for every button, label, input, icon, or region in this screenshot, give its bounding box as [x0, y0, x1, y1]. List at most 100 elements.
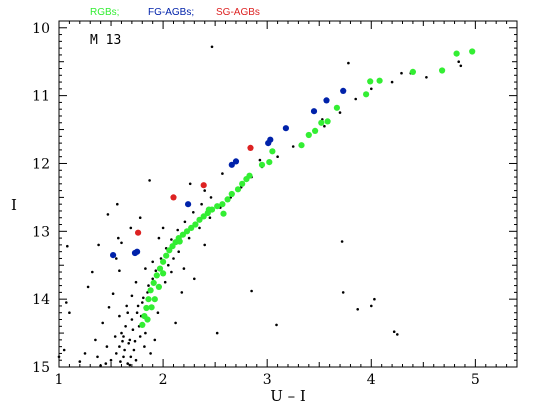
star-point	[148, 179, 151, 182]
star-point	[203, 243, 206, 247]
star-point	[323, 124, 326, 128]
star-point	[142, 296, 145, 300]
star-point	[209, 196, 213, 199]
star-point	[172, 257, 175, 260]
rgb-point	[192, 221, 199, 228]
x-tick-label: 1	[55, 372, 64, 388]
sg-agb-point	[200, 182, 207, 189]
star-point	[125, 304, 128, 308]
star-point	[115, 352, 118, 355]
rgb-point	[150, 279, 157, 286]
rgb-point	[151, 296, 158, 303]
star-point	[111, 292, 115, 296]
star-point	[187, 236, 191, 240]
star-point	[392, 330, 396, 334]
x-axis-label: U – I	[270, 387, 306, 405]
star-point	[117, 236, 120, 240]
star-point	[138, 335, 142, 338]
star-point	[210, 45, 214, 49]
star-point	[109, 358, 113, 362]
rgb-point	[439, 67, 446, 74]
fg-agb-point	[265, 140, 272, 147]
star-point	[141, 301, 144, 304]
rgb-point	[144, 316, 151, 323]
rgb-point	[318, 119, 325, 126]
rgb-point	[188, 224, 195, 231]
star-point	[62, 348, 66, 352]
rgb-point	[243, 176, 250, 183]
sg-agb-point	[247, 144, 254, 151]
star-point	[129, 355, 133, 359]
star-point	[121, 339, 124, 343]
star-point	[215, 331, 219, 335]
sg-agb-point	[135, 229, 142, 236]
star-point	[122, 335, 125, 338]
star-point	[188, 182, 192, 186]
rgb-point	[183, 228, 191, 235]
fg-agb-point	[340, 87, 347, 94]
x-tick-label: 5	[471, 372, 480, 388]
rgb-point	[179, 231, 186, 238]
rgb-point	[200, 213, 207, 220]
star-point	[161, 226, 165, 230]
y-tick-label: 13	[32, 224, 50, 240]
star-point	[116, 202, 119, 206]
star-point	[151, 260, 154, 264]
fg-agb-point	[310, 108, 318, 115]
star-point	[123, 348, 126, 352]
star-point	[167, 263, 170, 267]
legend-label-fg-agbs: FG-AGBs;	[148, 7, 194, 18]
star-point	[101, 321, 104, 325]
star-point	[65, 301, 68, 304]
rgb-point	[228, 190, 235, 198]
star-point	[105, 345, 109, 348]
star-point	[143, 345, 146, 348]
rgb-point	[148, 304, 155, 311]
star-point	[425, 76, 428, 79]
rgb-point	[453, 50, 460, 57]
y-tick-label: 14	[32, 292, 50, 308]
rgb-point	[205, 206, 212, 213]
rgb-point	[312, 127, 319, 134]
star-point	[66, 244, 69, 248]
star-point	[200, 202, 203, 206]
star-point	[170, 238, 173, 241]
star-point	[373, 297, 376, 301]
star-point	[203, 189, 206, 192]
y-tick-label: 12	[32, 156, 50, 172]
star-point	[134, 358, 138, 362]
star-point	[356, 308, 360, 311]
star-point	[78, 360, 82, 363]
fg-agb-point	[131, 249, 139, 257]
star-point	[86, 285, 90, 289]
rgb-point	[266, 159, 273, 166]
rgb-point	[160, 258, 167, 265]
legend-label-rgbs: RGBs;	[90, 7, 119, 18]
sg-agb-point	[170, 194, 177, 201]
rgb-point	[224, 196, 231, 203]
star-point	[457, 60, 461, 63]
star-point	[138, 216, 142, 219]
star-point	[119, 360, 122, 363]
star-point	[163, 280, 167, 284]
star-point	[68, 311, 71, 315]
rgb-point	[160, 270, 167, 277]
star-point	[370, 87, 373, 91]
rgb-point	[166, 247, 173, 254]
y-tick-label: 10	[32, 21, 50, 37]
fg-agb-point	[110, 252, 117, 259]
rgb-point	[196, 216, 203, 223]
axis-ticks	[58, 21, 518, 368]
star-point	[144, 331, 147, 335]
star-point	[118, 314, 121, 318]
rgb-point	[147, 287, 154, 294]
star-point	[57, 355, 61, 359]
star-point	[144, 267, 147, 270]
fg-agb-point	[185, 201, 192, 208]
star-point	[136, 304, 140, 308]
star-point	[91, 270, 94, 274]
rgb-point	[176, 238, 183, 245]
star-point	[147, 284, 150, 287]
